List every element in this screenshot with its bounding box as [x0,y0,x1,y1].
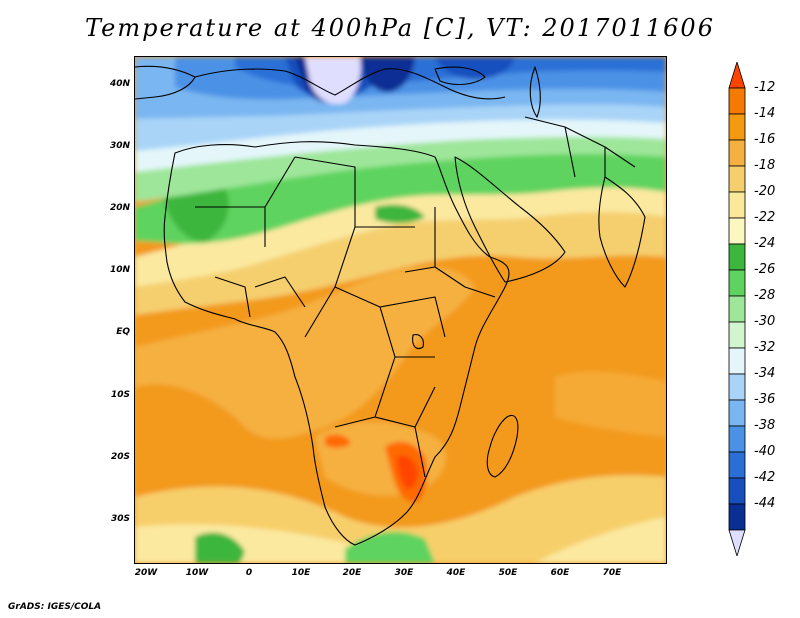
colorbar-segment [728,165,746,193]
colorbar-label: -26 [754,262,776,277]
colorbar-segment [728,295,746,323]
colorbar-segment [728,451,746,479]
lon-label-60e: 60E [550,568,570,578]
colorbar-label: -14 [754,106,776,121]
colorbar-segment [728,373,746,401]
colorbar-segment [728,503,746,531]
colorbar-segment [728,347,746,375]
colorbar-segment [728,321,746,349]
colorbar-top-triangle [728,62,746,89]
lon-label-30e: 30E [394,568,414,578]
lat-label-40n: 40N [109,79,130,89]
lon-label-50e: 50E [498,568,518,578]
colorbar-segment [728,269,746,297]
colorbar-label: -30 [754,314,776,329]
lon-label-0: 0 [245,568,253,578]
colorbar-segment [728,113,746,141]
lon-label-20e: 20E [342,568,362,578]
map-title: Temperature at 400hPa [C], VT: 201701160… [85,14,715,42]
colorbar-label: -24 [754,236,776,251]
lon-label-10w: 10W [185,568,209,578]
colorbar-label: -12 [754,80,776,95]
colorbar-label: -42 [754,470,776,485]
lat-label-10s: 10S [110,390,130,400]
lat-label-eq: EQ [116,327,130,337]
temperature-field [135,57,666,563]
colorbar-label: -22 [754,210,776,225]
colorbar-label: -36 [754,392,776,407]
colorbar-label: -18 [754,158,776,173]
colorbar-segment [728,399,746,427]
colorbar [728,62,746,556]
colorbar-segment [728,191,746,219]
lon-label-20w: 20W [134,568,158,578]
colorbar-segment [728,139,746,167]
colorbar-label: -34 [754,366,776,381]
lat-label-20s: 20S [110,452,130,462]
lon-label-70e: 70E [602,568,622,578]
colorbar-segment [728,217,746,245]
lon-label-40e: 40E [446,568,466,578]
lat-label-20n: 20N [109,203,130,213]
colorbar-label: -28 [754,288,776,303]
credit-text: GrADS: IGES/COLA [8,602,102,612]
lat-label-10n: 10N [109,265,130,275]
colorbar-label: -32 [754,340,776,355]
colorbar-label: -40 [754,444,776,459]
lat-label-30n: 30N [109,141,130,151]
colorbar-label: -20 [754,184,776,199]
colorbar-label: -44 [754,496,776,511]
colorbar-segment [728,87,746,115]
lon-label-10e: 10E [291,568,311,578]
colorbar-bottom-triangle [728,529,746,556]
colorbar-segment [728,425,746,453]
colorbar-label: -16 [754,132,776,147]
lat-label-30s: 30S [110,514,130,524]
temperature-map [134,56,667,564]
colorbar-label: -38 [754,418,776,433]
colorbar-segment [728,477,746,505]
colorbar-segment [728,243,746,271]
